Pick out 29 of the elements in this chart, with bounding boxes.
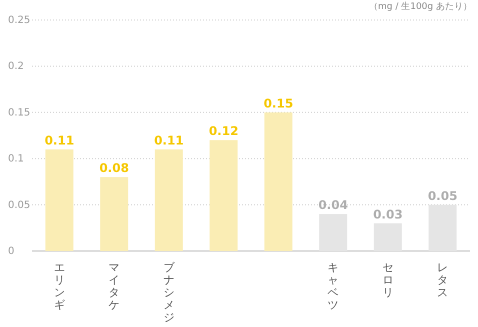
y-tick-label: 0.25 [8,15,30,26]
x-tick-label: マイタケ [108,261,120,312]
y-tick-label: 0.2 [8,61,24,72]
data-label: 0.11 [44,133,74,148]
data-label: 0.05 [428,188,458,203]
bar [154,149,183,251]
x-tick-label: キャベツ [328,261,339,312]
bar [428,204,457,251]
x-tick-label: レタス [437,261,448,299]
x-tick-label: エリンギ [54,261,65,312]
y-tick-label: 0.05 [8,200,30,211]
bar [374,223,402,251]
y-tick-label: 0.1 [8,154,24,165]
data-label: 0.15 [264,96,294,110]
data-label: 0.11 [154,133,184,148]
y-tick-label: 0 [8,246,14,257]
bar [45,149,74,251]
y-tick-label: 0.15 [8,107,30,118]
x-tick-label: ブナシメジ [163,261,176,324]
bar [264,112,292,251]
data-label: 0.03 [373,207,403,222]
data-label: 0.08 [99,161,129,176]
bar [319,214,348,251]
x-tick-label: セロリ [382,261,394,299]
data-label: 0.04 [318,198,348,212]
text: （mg / 生100g あたり） [369,1,472,12]
bar [100,177,128,251]
data-label: 0.12 [208,124,238,138]
bar [210,140,238,251]
